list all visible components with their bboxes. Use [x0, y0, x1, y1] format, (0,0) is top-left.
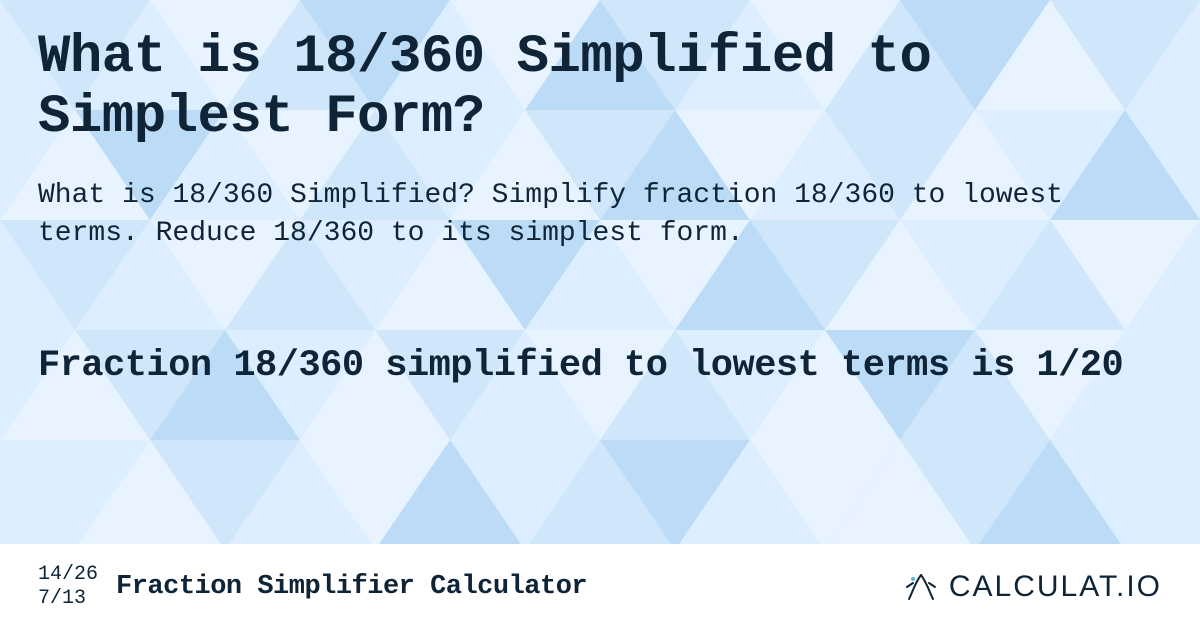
- fraction-icon-top: 14/26: [38, 565, 98, 585]
- brand-logo-icon: [903, 569, 939, 605]
- page-title: What is 18/360 Simplified to Simplest Fo…: [38, 28, 1162, 149]
- fraction-icon-bottom: 7/13: [38, 589, 98, 609]
- fraction-icon: 14/26 7/13: [38, 565, 98, 609]
- description-text: What is 18/360 Simplified? Simplify frac…: [38, 177, 1162, 253]
- footer-right: CALCULAT.IO: [903, 569, 1162, 605]
- result-text: Fraction 18/360 simplified to lowest ter…: [38, 343, 1162, 389]
- brand-name: CALCULAT.IO: [949, 570, 1162, 604]
- footer-left: 14/26 7/13 Fraction Simplifier Calculato…: [38, 565, 587, 609]
- footer-bar: 14/26 7/13 Fraction Simplifier Calculato…: [0, 544, 1200, 630]
- main-content: What is 18/360 Simplified to Simplest Fo…: [0, 0, 1200, 630]
- footer-title: Fraction Simplifier Calculator: [116, 572, 587, 602]
